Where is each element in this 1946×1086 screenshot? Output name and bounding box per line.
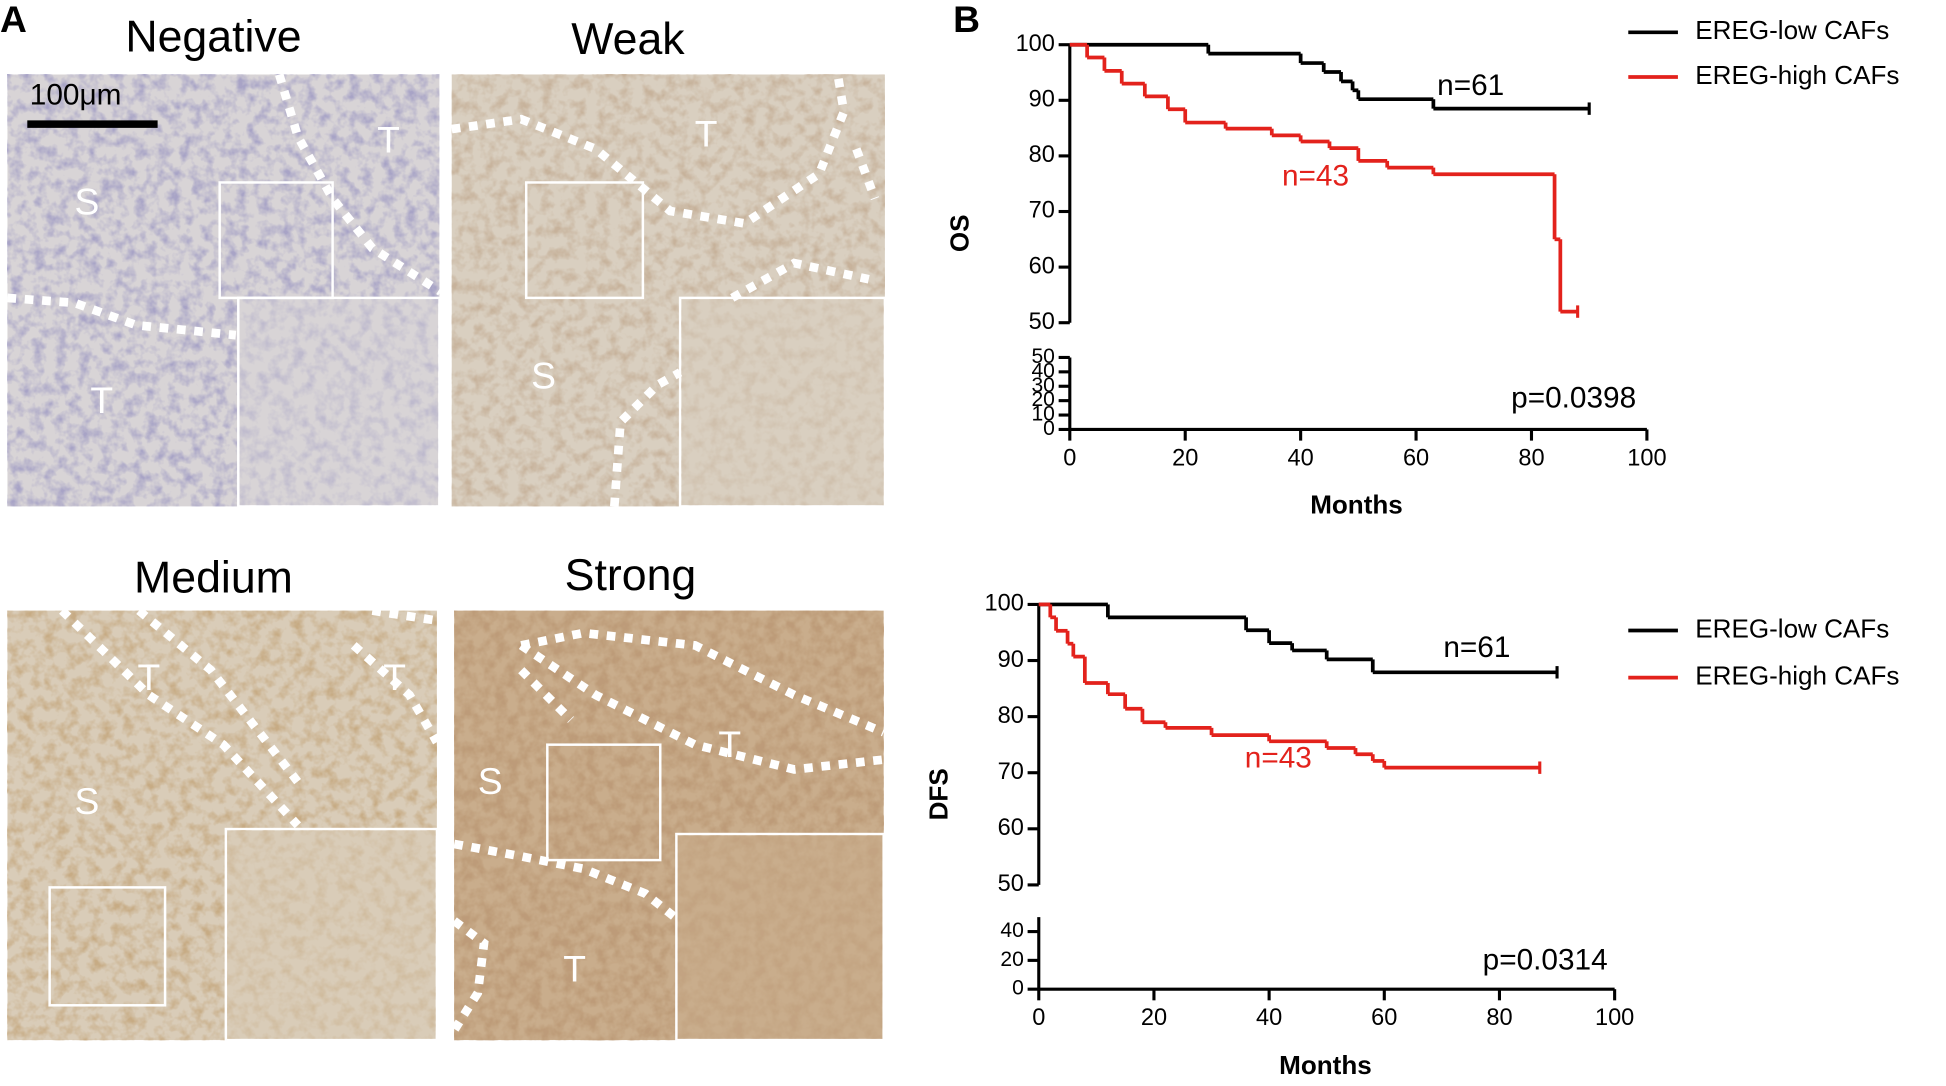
y-tick-label: 100 bbox=[1016, 30, 1055, 56]
y-tick-label: 90 bbox=[998, 646, 1024, 672]
tumor-boundary bbox=[59, 607, 302, 829]
scale-bar-label: 100μm bbox=[30, 79, 122, 112]
y-tick-label: 50 bbox=[998, 870, 1024, 896]
panel-title: Medium bbox=[134, 554, 293, 603]
y-tick-label: 80 bbox=[998, 702, 1024, 728]
region-label: T bbox=[695, 112, 718, 154]
legend-label: EREG-high CAFs bbox=[1695, 60, 1899, 90]
y-tick-label: 10 bbox=[1031, 403, 1054, 426]
y-tick-label: 20 bbox=[1000, 948, 1023, 971]
inset-texture bbox=[677, 835, 883, 1039]
zoom-box bbox=[48, 886, 167, 1007]
y-tick-label: 40 bbox=[1000, 919, 1023, 942]
y-tick-label: 60 bbox=[998, 814, 1024, 840]
y-axis-label: OS bbox=[945, 215, 975, 253]
y-tick-label: 0 bbox=[1012, 977, 1024, 1000]
region-label: T bbox=[377, 119, 400, 161]
region-label: S bbox=[531, 354, 556, 396]
region-label: S bbox=[74, 780, 99, 822]
y-tick-label: 60 bbox=[1029, 252, 1055, 278]
panel-title: Strong bbox=[565, 551, 697, 600]
x-tick-label: 0 bbox=[1032, 1004, 1045, 1030]
y-tick-label: 100 bbox=[985, 590, 1024, 616]
annotation: n=43 bbox=[1245, 741, 1312, 774]
inset-texture bbox=[227, 830, 436, 1039]
x-tick-label: 20 bbox=[1141, 1004, 1167, 1030]
y-tick-label: 50 bbox=[1031, 345, 1054, 368]
legend-label: EREG-low CAFs bbox=[1695, 613, 1889, 643]
region-label: T bbox=[138, 656, 161, 698]
x-axis-label: Months bbox=[1279, 1050, 1372, 1080]
y-tick-label: 30 bbox=[1031, 374, 1054, 397]
panel-title: Weak bbox=[571, 15, 685, 64]
x-tick-label: 100 bbox=[1627, 444, 1666, 470]
y-tick-label: 0 bbox=[1043, 417, 1055, 440]
y-axis-label: DFS bbox=[924, 768, 954, 820]
tumor-boundary bbox=[450, 917, 489, 1033]
zoom-box bbox=[524, 181, 645, 300]
x-tick-label: 0 bbox=[1063, 444, 1076, 470]
inset-texture bbox=[239, 299, 439, 506]
tumor-boundary bbox=[275, 73, 443, 296]
x-tick-label: 60 bbox=[1371, 1004, 1397, 1030]
tumor-boundary bbox=[350, 642, 441, 745]
y-tick-label: 70 bbox=[1029, 197, 1055, 223]
region-label: T bbox=[563, 948, 586, 990]
x-axis-label: Months bbox=[1310, 489, 1403, 519]
panel-label: A bbox=[0, 0, 27, 40]
annotation: n=43 bbox=[1282, 159, 1349, 192]
region-label: S bbox=[478, 760, 503, 802]
x-tick-label: 60 bbox=[1403, 444, 1429, 470]
annotation: p=0.0314 bbox=[1483, 944, 1608, 977]
y-tick-label: 50 bbox=[1029, 308, 1055, 334]
tumor-boundary bbox=[518, 641, 885, 774]
x-tick-label: 40 bbox=[1288, 444, 1314, 470]
inset-texture bbox=[681, 299, 884, 506]
y-tick-label: 70 bbox=[998, 758, 1024, 784]
y-tick-label: 80 bbox=[1029, 141, 1055, 167]
x-tick-label: 80 bbox=[1518, 444, 1544, 470]
zoom-box bbox=[218, 181, 334, 300]
legend-label: EREG-high CAFs bbox=[1695, 661, 1899, 691]
annotation: n=61 bbox=[1437, 69, 1504, 102]
tumor-boundary bbox=[518, 667, 574, 723]
region-label: T bbox=[90, 379, 113, 421]
tumor-boundary bbox=[730, 258, 870, 302]
tumor-boundary bbox=[609, 368, 683, 507]
tumor-boundary bbox=[520, 628, 886, 737]
x-tick-label: 100 bbox=[1595, 1004, 1634, 1030]
tumor-boundary bbox=[136, 607, 302, 785]
panel-label: B bbox=[953, 0, 980, 40]
region-label: S bbox=[74, 181, 99, 223]
annotation: n=61 bbox=[1443, 631, 1510, 664]
y-tick-label: 40 bbox=[1031, 359, 1054, 382]
x-tick-label: 80 bbox=[1486, 1004, 1512, 1030]
x-tick-label: 20 bbox=[1172, 444, 1198, 470]
x-tick-label: 40 bbox=[1256, 1004, 1282, 1030]
annotation: p=0.0398 bbox=[1511, 382, 1636, 415]
region-label: T bbox=[383, 656, 406, 698]
tumor-boundary bbox=[451, 73, 849, 228]
y-tick-label: 90 bbox=[1029, 86, 1055, 112]
zoom-box bbox=[546, 743, 662, 862]
region-label: T bbox=[718, 723, 741, 765]
y-tick-label: 20 bbox=[1031, 388, 1054, 411]
tumor-boundary bbox=[453, 839, 680, 922]
tumor-boundary bbox=[371, 606, 438, 625]
panel-title: Negative bbox=[125, 13, 301, 62]
legend-label: EREG-low CAFs bbox=[1695, 15, 1889, 45]
